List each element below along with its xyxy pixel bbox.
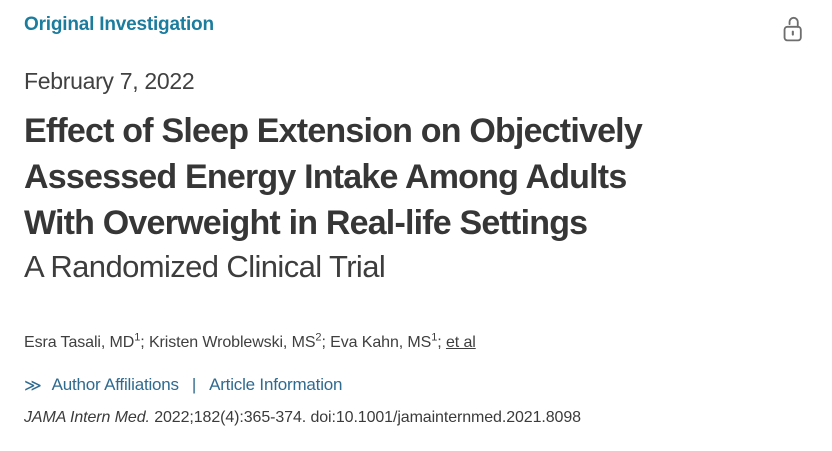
article-links-row: ≫ Author Affiliations | Article Informat… [24,375,808,395]
top-row: Original Investigation [24,14,808,49]
citation-details: 2022;182(4):365-374. doi:10.1001/jamaint… [149,409,581,426]
author-affiliations-link[interactable]: Author Affiliations [51,375,179,394]
author-affiliation-superscript: 1 [134,331,141,344]
journal-citation: JAMA Intern Med. 2022;182(4):365-374. do… [24,409,808,427]
et-al-link[interactable]: et al [445,334,476,351]
author-separator: ; [321,334,331,351]
open-access-lock-icon [780,14,806,49]
article-information-link[interactable]: Article Information [209,375,343,394]
title-line-3: With Overweight in Real-life Settings [24,204,588,242]
title-line-1: Effect of Sleep Extension on Objectively [24,112,643,150]
author-name: Eva Kahn, MS [330,334,432,351]
article-subtitle: A Randomized Clinical Trial [24,249,386,284]
author-affiliation-superscript: 1 [431,331,438,344]
journal-name: JAMA Intern Med. [24,409,150,426]
article-category-link[interactable]: Original Investigation [24,14,214,35]
author-separator: ; [140,334,149,351]
article-title: Effect of Sleep Extension on Objectively… [24,108,808,288]
double-chevron-right-icon[interactable]: ≫ [24,375,42,395]
author-separator: ; [437,334,446,351]
title-line-2: Assessed Energy Intake Among Adults [24,158,627,196]
author-name: Kristen Wroblewski, MS [148,334,316,351]
author-name: Esra Tasali, MD [24,334,135,351]
author-affiliation-superscript: 2 [315,331,322,344]
author-byline: Esra Tasali, MD1; Kristen Wroblewski, MS… [24,331,808,352]
publication-date: February 7, 2022 [24,68,195,94]
links-separator: | [191,375,197,394]
